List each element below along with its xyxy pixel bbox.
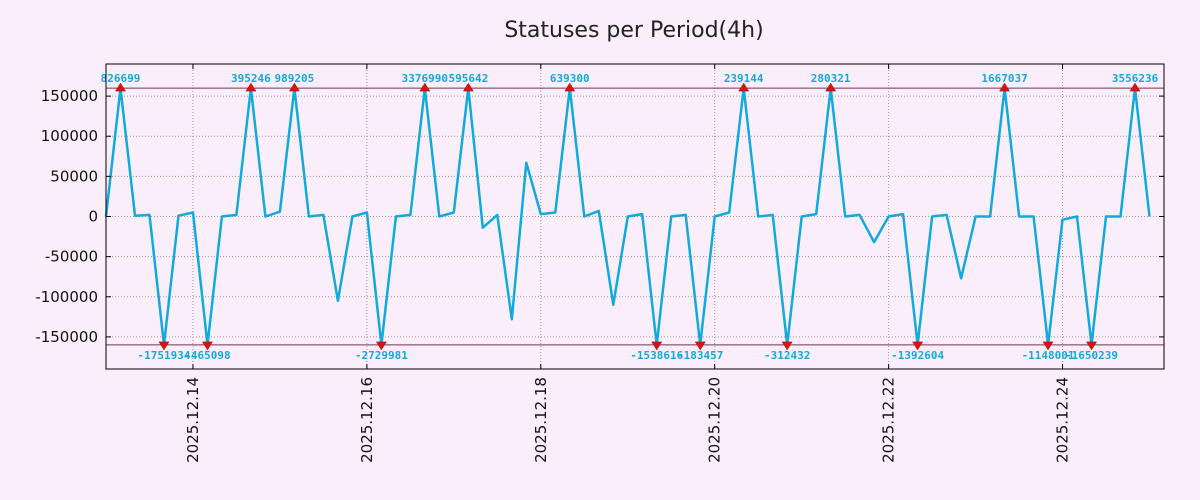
peak-marker [419,82,431,92]
peak-label: 280321 [811,72,851,85]
peak-marker [651,341,663,351]
clip-lines [106,87,1164,346]
peak-marker [825,82,837,92]
peak-label: -183457 [677,349,723,362]
peak-label: -2729981 [355,349,408,362]
peak-marker [202,341,213,351]
peak-label: -1650239 [1065,349,1118,362]
y-tick-label: 100000 [41,127,98,145]
x-axis-ticks: 2025.12.14 2025.12.16 2025.12.18 2025.12.20… [184,64,1072,463]
x-tick-label: 2025.12.18 [532,377,550,463]
peak-label: 395246 [231,72,271,85]
peak-label: 1667037 [981,72,1027,85]
peak-marker [462,82,474,92]
peak-markers [115,82,1141,351]
peak-label: -1392604 [891,349,944,362]
peak-labels: 826699 -1751934-465098 395246 989205 -272998… [101,72,1159,362]
peak-label: 239144 [724,72,764,85]
peak-label: -312432 [764,349,810,362]
y-tick-label: 50000 [50,167,98,185]
peak-marker [245,82,257,92]
y-axis-ticks: 150000 100000 50000 0 -50000 -100000 -150000 [35,87,1164,346]
y-tick-label: 150000 [41,87,98,105]
peak-label: 826699 [101,72,141,85]
peak-label: 3376990 [402,72,448,85]
x-tick-label: 2025.12.24 [1054,377,1072,463]
peak-label: 3556236 [1112,72,1159,85]
peak-label: -1148001 [1022,349,1075,362]
peak-marker [375,341,387,351]
peak-marker [738,82,750,92]
peak-marker [694,341,706,351]
x-tick-label: 2025.12.16 [358,377,376,463]
x-tick-label: 2025.12.22 [880,377,898,463]
y-tick-label: 0 [88,208,98,226]
peak-label: 639300 [550,72,590,85]
peak-marker [115,82,126,92]
peak-label: -465098 [184,349,230,362]
peak-marker [912,341,924,351]
peak-marker [781,341,793,351]
y-tick-label: -150000 [35,328,98,346]
peak-label: -1538616 [630,349,683,362]
y-tick-label: -50000 [45,248,98,266]
peak-label: 595642 [448,72,488,85]
peak-marker [158,341,170,351]
y-tick-label: -100000 [35,288,98,306]
peak-marker [999,82,1011,92]
series-line [104,86,1151,347]
peak-label: 989205 [275,72,315,85]
x-tick-label: 2025.12.14 [184,377,202,463]
peak-marker [1129,82,1141,92]
peak-label: -1751934 [137,349,190,362]
x-tick-label: 2025.12.20 [706,377,724,463]
peak-marker [288,82,300,92]
peak-marker [1086,341,1097,351]
chart-title: Statuses per Period(4h) [504,18,763,43]
peak-marker [564,82,576,92]
peak-marker [1042,341,1054,351]
series-group [104,86,1151,347]
